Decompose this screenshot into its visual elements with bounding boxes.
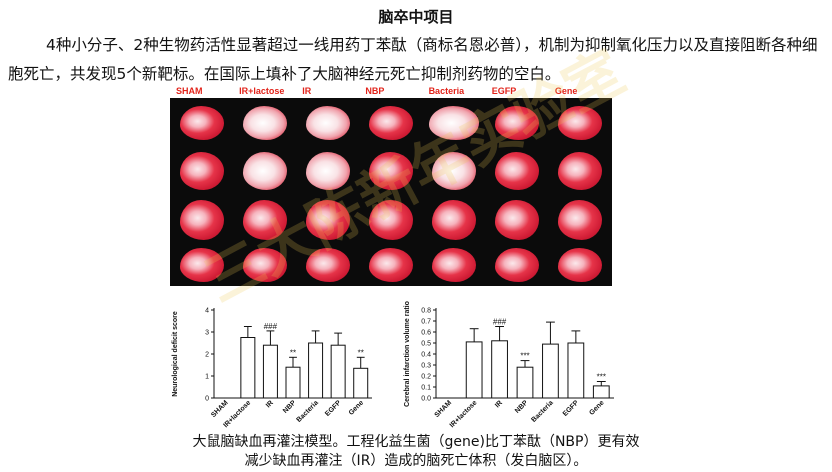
infarction-volume-chart: Cerebral infarction volume ratio 0.0 0.1 0.… bbox=[404, 301, 614, 429]
brain-slice bbox=[558, 152, 603, 190]
x-tick-label: IR bbox=[494, 399, 504, 409]
y-tick-label: 0.7 bbox=[421, 319, 431, 326]
brain-slice bbox=[558, 106, 603, 140]
caption-line-2: 减少缺血再灌注（IR）造成的脑死亡体积（发白脑区）。 bbox=[244, 453, 588, 469]
column-label-0: SHAM bbox=[176, 86, 203, 96]
caption-line-1: 大鼠脑缺血再灌注模型。工程化益生菌（gene)比丁苯酞（NBP）更有效 bbox=[192, 434, 640, 450]
brain-slice bbox=[179, 248, 224, 282]
brain-slice bbox=[369, 200, 413, 240]
bar bbox=[516, 366, 534, 399]
brain-slice bbox=[242, 200, 287, 240]
brain-slice bbox=[242, 152, 287, 190]
y-tick-label: 0.5 bbox=[421, 341, 431, 348]
y-tick-label: 1 bbox=[205, 374, 209, 381]
brain-slice bbox=[495, 152, 540, 190]
x-tick-label: NBP bbox=[514, 399, 530, 415]
brain-slice bbox=[495, 200, 540, 240]
bar bbox=[542, 343, 559, 399]
bar bbox=[285, 366, 301, 399]
x-tick-label: IR+lactose bbox=[449, 399, 479, 429]
significance-mark: *** bbox=[520, 352, 529, 361]
bar bbox=[592, 385, 610, 399]
brain-slice bbox=[495, 106, 540, 140]
brain-slice bbox=[305, 248, 350, 282]
column-label-4: Bacteria bbox=[428, 86, 465, 96]
x-tick-label: SHAM bbox=[434, 399, 454, 419]
brain-slice bbox=[432, 248, 477, 282]
bar bbox=[240, 337, 256, 399]
y-tick-label: 4 bbox=[205, 308, 209, 315]
x-tick-label: Bacteria bbox=[295, 399, 320, 424]
y-tick-label: 0.4 bbox=[421, 352, 431, 359]
significance-mark: *** bbox=[597, 373, 606, 382]
bar bbox=[353, 367, 369, 399]
significance-mark: ** bbox=[290, 348, 296, 357]
y-tick-label: 0 bbox=[205, 396, 209, 403]
brain-slices-photo bbox=[170, 98, 612, 286]
brain-slice bbox=[305, 200, 350, 240]
significance-mark: ### bbox=[493, 318, 507, 327]
brain-slice bbox=[495, 248, 540, 282]
brain-slice bbox=[242, 106, 287, 140]
brain-slice bbox=[558, 200, 603, 240]
y-tick-label: 0.3 bbox=[421, 363, 431, 370]
column-label-1: IR+lactose bbox=[239, 86, 285, 96]
x-tick-label: Bacteria bbox=[530, 399, 555, 424]
x-tick-label: EGFP bbox=[324, 399, 343, 418]
bar bbox=[491, 340, 508, 399]
y-tick-label: 3 bbox=[205, 330, 209, 337]
x-tick-label: Gene bbox=[348, 399, 365, 416]
brain-slice bbox=[429, 106, 480, 140]
column-label-2: IR bbox=[302, 86, 312, 96]
bar bbox=[465, 341, 483, 399]
brain-slice bbox=[369, 106, 413, 140]
brain-slice bbox=[179, 152, 224, 190]
brain-slice bbox=[432, 152, 477, 190]
x-tick-label: EGFP bbox=[562, 399, 581, 418]
brain-slice bbox=[369, 248, 413, 282]
y-tick-label: 0.2 bbox=[421, 374, 431, 381]
brain-slice bbox=[305, 106, 350, 140]
section-title: 脑卒中项目 bbox=[378, 8, 454, 26]
brain-slice bbox=[558, 248, 603, 282]
x-tick-label: IR bbox=[265, 399, 275, 409]
x-tick-label: SHAM bbox=[210, 399, 230, 419]
bar bbox=[262, 344, 278, 399]
y-tick-label: 0.1 bbox=[421, 385, 431, 392]
bar bbox=[330, 344, 346, 399]
x-tick-label: NBP bbox=[282, 399, 298, 415]
bar bbox=[308, 342, 324, 399]
y-axis-label: Cerebral infarction volume ratio bbox=[404, 301, 411, 407]
description-paragraph: 4种小分子、2种生物药活性显著超过一线用药丁苯酞（商标名恩必普），机制为抑制氧化… bbox=[8, 36, 818, 83]
y-tick-label: 2 bbox=[205, 352, 209, 359]
y-axis-label: Neurological deficit score bbox=[172, 311, 179, 397]
brain-slices-figure: SHAM IR+lactose IR NBP Bacteria EGFP Gene bbox=[170, 86, 612, 286]
brain-slice bbox=[305, 152, 350, 190]
x-tick-label: Gene bbox=[588, 399, 605, 416]
brain-slice bbox=[432, 200, 477, 240]
bar bbox=[567, 342, 585, 399]
brain-slice bbox=[242, 248, 287, 282]
y-tick-label: 0.8 bbox=[421, 308, 431, 315]
brain-slice bbox=[179, 200, 224, 240]
column-label-3: NBP bbox=[365, 86, 385, 96]
brain-slice bbox=[179, 106, 224, 140]
y-tick-label: 0.0 bbox=[421, 396, 431, 403]
y-tick-label: 0.6 bbox=[421, 330, 431, 337]
significance-mark: ** bbox=[358, 348, 364, 357]
significance-mark: ### bbox=[264, 322, 278, 331]
column-label-6: Gene bbox=[554, 86, 578, 96]
neurological-score-chart: Neurological deficit score01234SHAMIR+la… bbox=[172, 308, 372, 429]
column-label-5: EGFP bbox=[491, 86, 517, 96]
brain-slice bbox=[369, 152, 413, 190]
